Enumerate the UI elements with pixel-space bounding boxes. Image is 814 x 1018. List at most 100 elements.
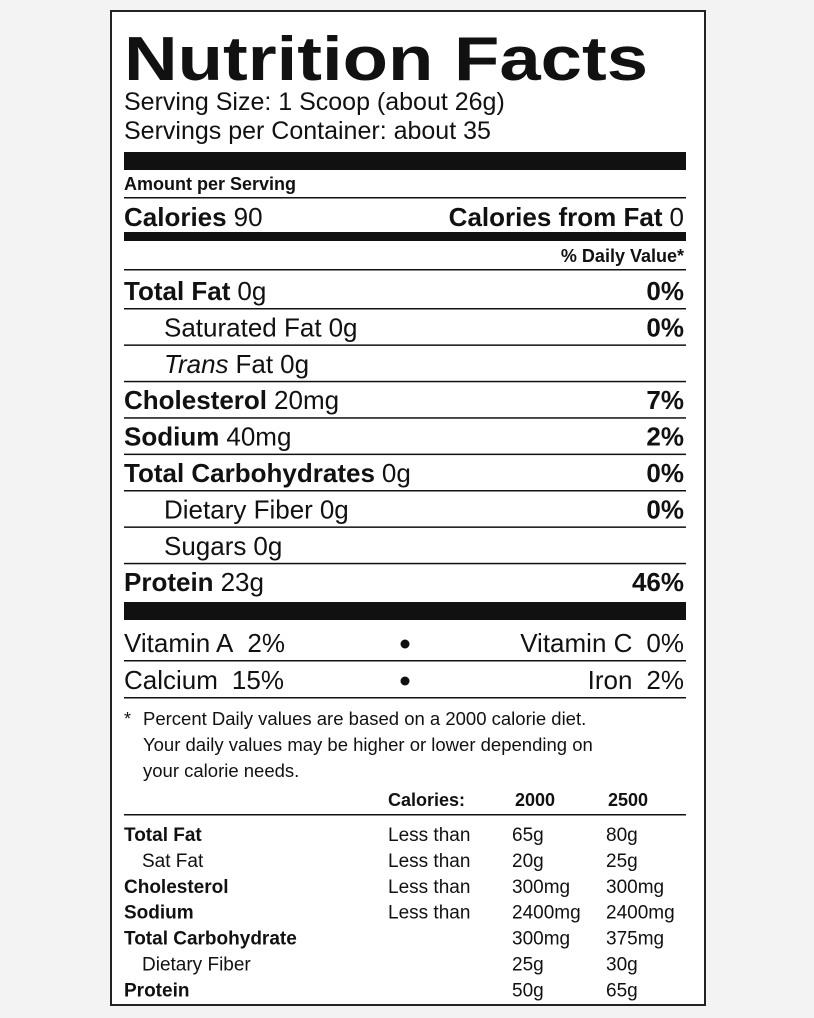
table-row-name: Total Fat <box>124 825 202 846</box>
text: Less than <box>388 903 470 924</box>
daily-value: 0% <box>646 276 684 306</box>
title: Nutrition Facts <box>124 25 648 94</box>
text: Fat <box>236 349 274 379</box>
footnote: your calorie needs. <box>143 760 299 781</box>
text: Percent Daily values are based on a 2000… <box>143 708 586 729</box>
table-header: 2000 <box>515 790 555 810</box>
nutrient: Protein 23g <box>124 567 264 597</box>
text: Sodium <box>124 422 219 452</box>
text: * <box>124 709 131 729</box>
text: Serving Size: 1 Scoop (about 26g) <box>124 88 505 116</box>
daily-value: 0% <box>646 458 684 488</box>
text: 30g <box>606 955 638 976</box>
daily-value: 7% <box>646 385 684 415</box>
text: Saturated Fat <box>164 312 322 342</box>
nutrient: Total Carbohydrates 0g <box>124 458 411 488</box>
text: your calorie needs. <box>143 760 299 781</box>
table-cell: Less than <box>388 877 470 898</box>
rule <box>124 490 686 492</box>
nutrient: Trans Fat 0g <box>164 349 309 379</box>
daily-value: 0% <box>646 312 684 342</box>
footnote: Your daily values may be higher or lower… <box>143 734 593 755</box>
text: Sat Fat <box>142 851 204 872</box>
nutrient: Total Fat 0g <box>124 276 266 306</box>
vitamin: Vitamin A 2% <box>124 628 285 658</box>
text: Calcium <box>124 665 218 695</box>
table-cell: 300mg <box>512 877 570 898</box>
amount-per-serving: Amount per Serving <box>124 174 296 194</box>
text: Total Fat <box>124 276 231 306</box>
table-row-name: Dietary Fiber <box>142 955 251 976</box>
text: 300mg <box>606 877 664 898</box>
text: 2% <box>646 422 684 452</box>
text: 0g <box>329 312 358 342</box>
text: 25g <box>512 955 544 976</box>
table-cell: 20g <box>512 851 544 872</box>
text: Less than <box>388 851 470 872</box>
serving-size: Serving Size: 1 Scoop (about 26g) <box>124 88 505 116</box>
calories: Calories 90 <box>124 202 263 232</box>
table-cell: 300mg <box>512 929 570 950</box>
table-header: Calories: <box>388 790 465 810</box>
text: 65g <box>512 825 544 846</box>
text: Protein <box>124 980 189 1001</box>
table-cell: 375mg <box>606 929 664 950</box>
text: Iron <box>588 665 633 695</box>
rule <box>124 417 686 419</box>
servings-per-container: Servings per Container: about 35 <box>124 117 491 145</box>
text: 0% <box>646 628 684 658</box>
vitamin: Calcium 15% <box>124 665 284 695</box>
text: 0g <box>253 531 282 561</box>
title: Nutrition Facts <box>124 25 648 94</box>
text: 50g <box>512 980 544 1001</box>
text: Trans <box>164 349 229 379</box>
text: Total Carbohydrate <box>124 929 297 950</box>
table-cell: Less than <box>388 825 470 846</box>
text: Calories from Fat <box>449 202 663 232</box>
rule <box>124 152 686 170</box>
text: 300mg <box>512 929 570 950</box>
text: 2500 <box>608 790 648 810</box>
bullet <box>400 639 410 649</box>
calories-from-fat: Calories from Fat 0 <box>449 202 684 232</box>
table-cell: 50g <box>512 980 544 1001</box>
table-row-name: Sodium <box>124 903 194 924</box>
text: 0g <box>280 349 309 379</box>
rule <box>124 697 686 699</box>
text: 0% <box>646 458 684 488</box>
text: 80g <box>606 825 638 846</box>
footnote: Percent Daily values are based on a 2000… <box>143 708 586 729</box>
text: % Daily Value* <box>561 246 684 266</box>
rule <box>124 232 686 241</box>
table-row-name: Total Carbohydrate <box>124 929 297 950</box>
rule <box>124 269 686 271</box>
text: 2% <box>247 628 285 658</box>
daily-value: 46% <box>632 567 684 597</box>
text: Less than <box>388 825 470 846</box>
bullet <box>400 676 410 686</box>
text: 0g <box>382 458 411 488</box>
text: 0g <box>237 276 266 306</box>
nutrient: Cholesterol 20mg <box>124 385 339 415</box>
table-cell: Less than <box>388 851 470 872</box>
table-cell: 25g <box>512 955 544 976</box>
footnote-marker: * <box>124 709 131 729</box>
table-cell: Less than <box>388 903 470 924</box>
table-cell: 2400mg <box>512 903 581 924</box>
text: 0% <box>646 312 684 342</box>
text: Total Carbohydrates <box>124 458 375 488</box>
rule <box>124 380 686 383</box>
rule <box>124 814 686 816</box>
text: 0g <box>320 494 349 524</box>
text: Less than <box>388 877 470 898</box>
text: 65g <box>606 980 638 1001</box>
table-cell: 300mg <box>606 877 664 898</box>
vitamin: Iron 2% <box>588 665 684 695</box>
text: 7% <box>646 385 684 415</box>
text: 20mg <box>274 385 339 415</box>
text: Servings per Container: about 35 <box>124 117 491 145</box>
text: 90 <box>234 202 263 232</box>
text: 375mg <box>606 929 664 950</box>
rule <box>124 453 686 456</box>
